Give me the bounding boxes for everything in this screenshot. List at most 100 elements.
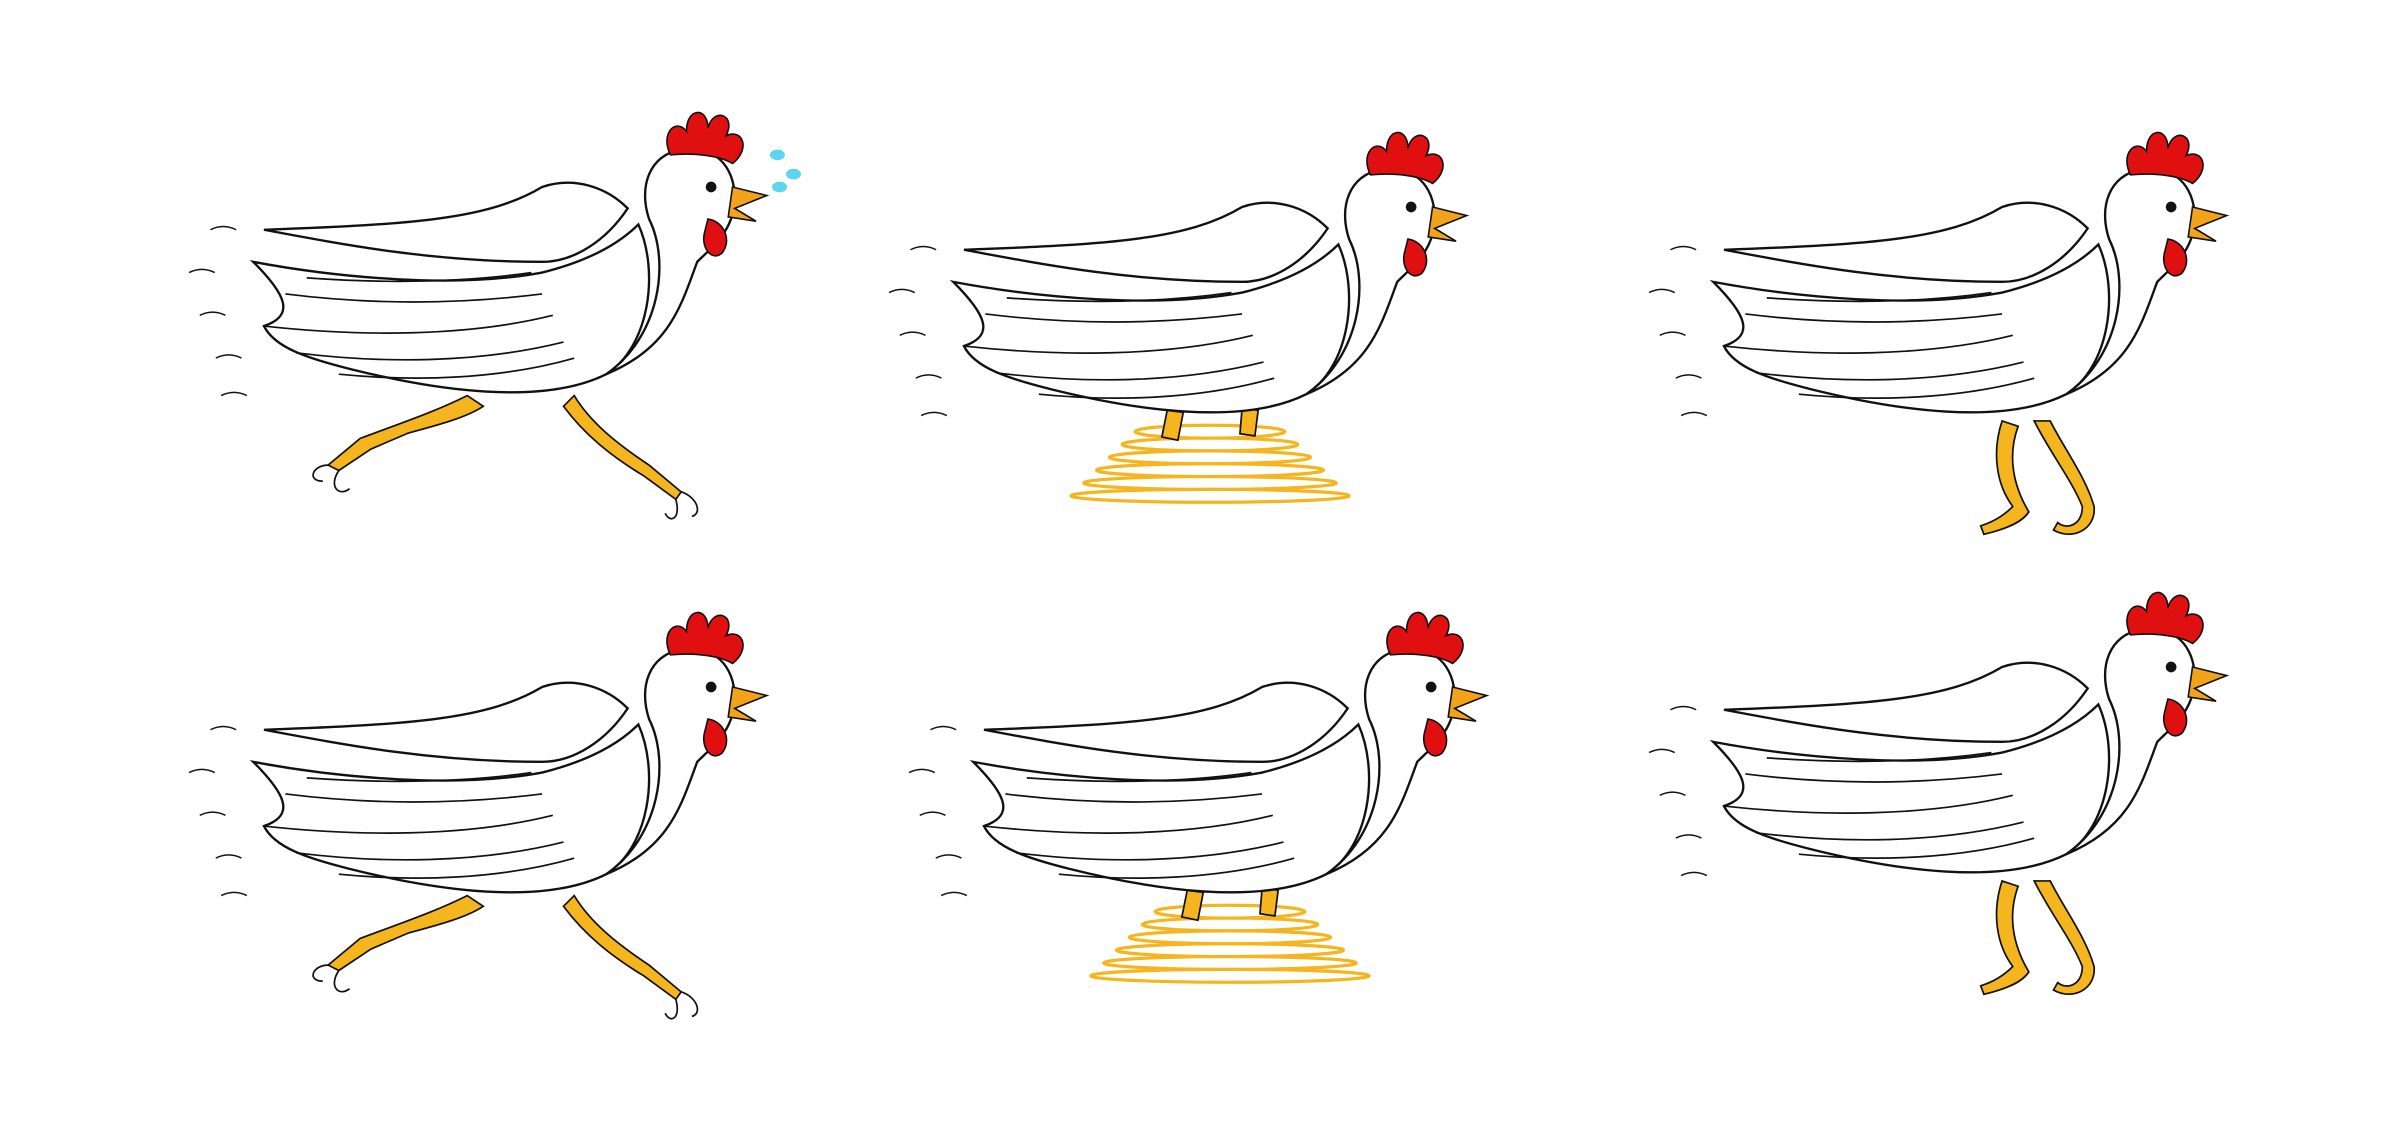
wattle xyxy=(702,718,728,757)
wing-feather-line xyxy=(1038,377,1275,399)
speed-dash xyxy=(215,354,242,359)
chicken xyxy=(188,611,770,1020)
speed-dash xyxy=(1659,791,1686,797)
wing-feather-line xyxy=(1766,291,1992,303)
wing-feather-line xyxy=(1755,361,2024,381)
speed-dash xyxy=(888,288,916,294)
speed-dash xyxy=(915,374,942,379)
eye xyxy=(2165,201,2177,213)
motion-ring xyxy=(1153,903,1307,920)
chicken-frame-4 xyxy=(130,580,890,1040)
motion-ring xyxy=(1127,929,1333,946)
comb xyxy=(2126,131,2204,185)
motion-ring xyxy=(1140,916,1320,933)
leg-stub-front xyxy=(1239,407,1260,437)
leg-tucked-back xyxy=(1979,419,2030,536)
chicken xyxy=(888,131,1470,504)
speed-dash xyxy=(935,854,962,859)
wing-feather-line xyxy=(963,334,1253,354)
wing-feather-line xyxy=(1723,334,2013,354)
wing-feather-line xyxy=(985,313,1243,323)
wing-feather-line xyxy=(263,314,553,334)
chicken-frame-1 xyxy=(130,80,890,540)
wing-feather-line xyxy=(1723,794,2013,814)
leg-tucked-back xyxy=(1979,879,2030,996)
wing-feather-line xyxy=(338,857,575,879)
chicken-frame-2 xyxy=(830,100,1590,560)
wing-feather-line xyxy=(1798,377,2035,399)
wing-feather-line xyxy=(1058,857,1295,879)
wing-feather-line xyxy=(263,814,553,834)
speed-dash xyxy=(920,411,948,417)
comb xyxy=(666,611,744,665)
speed-dash xyxy=(1670,245,1697,251)
wing-feather-line xyxy=(1015,841,1284,861)
wing-feather-line xyxy=(306,771,532,783)
beak xyxy=(1447,685,1490,723)
chicken-back xyxy=(263,681,630,764)
wing-feather-line xyxy=(285,293,543,303)
comb xyxy=(1366,131,1444,185)
wattle xyxy=(1422,718,1448,757)
speed-dash xyxy=(899,331,926,337)
motion-ring xyxy=(1115,942,1345,959)
speed-dash xyxy=(1680,871,1708,877)
wing-feather-line xyxy=(1766,751,1992,763)
chicken-illustration xyxy=(908,611,1490,984)
chicken xyxy=(188,111,801,520)
leg-back xyxy=(326,394,485,472)
eye xyxy=(705,181,717,193)
beak xyxy=(2187,665,2230,703)
beak xyxy=(2187,205,2230,243)
chicken-illustration xyxy=(1648,131,2230,536)
wattle xyxy=(2162,698,2188,737)
toes-front xyxy=(664,991,699,1020)
wing-feather-line xyxy=(1745,773,2003,783)
toes-back xyxy=(312,964,351,993)
comb xyxy=(1386,611,1464,665)
leg-stub-back xyxy=(1160,409,1185,442)
comb xyxy=(2126,591,2204,645)
leg-front xyxy=(562,394,683,501)
chicken-frame-6 xyxy=(1590,560,2350,1020)
wattle xyxy=(2162,238,2188,277)
speed-dash xyxy=(919,811,946,817)
beak xyxy=(727,685,770,723)
wing-feather-line xyxy=(295,341,564,361)
sweat-drop xyxy=(786,168,801,180)
chicken-illustration xyxy=(1648,591,2230,996)
wing-feather-line xyxy=(1798,837,2035,859)
toes-back xyxy=(312,464,351,493)
chicken-back xyxy=(983,681,1350,764)
eye xyxy=(705,681,717,693)
leg-back xyxy=(326,894,485,972)
chicken-back xyxy=(1723,661,2090,744)
wing-feather-line xyxy=(1006,291,1232,303)
motion-ring xyxy=(1069,487,1351,504)
leg-tucked-front xyxy=(2032,880,2095,995)
comb xyxy=(666,111,744,165)
chicken-frame-5 xyxy=(850,580,1610,1040)
beak xyxy=(727,185,770,223)
chicken-illustration xyxy=(888,131,1470,504)
leg-tucked-front xyxy=(2032,420,2095,535)
leg-stub-back xyxy=(1180,889,1205,922)
chicken xyxy=(1648,591,2230,996)
motion-ring xyxy=(1102,954,1358,971)
wing-feather-line xyxy=(306,271,532,283)
sweat-drop xyxy=(769,149,785,161)
speed-dash xyxy=(940,891,968,897)
speed-dash xyxy=(215,854,242,859)
eye xyxy=(1405,201,1417,213)
speed-dash xyxy=(210,225,237,231)
wing-feather-line xyxy=(285,793,543,803)
wing-feather-line xyxy=(338,357,575,379)
speed-dash xyxy=(1659,331,1686,337)
wing-feather-line xyxy=(995,361,1264,381)
wing-feather-line xyxy=(1005,793,1263,803)
chicken xyxy=(908,611,1490,984)
wattle xyxy=(702,218,728,257)
chicken-back xyxy=(963,201,1330,284)
wing-feather-line xyxy=(295,841,564,861)
